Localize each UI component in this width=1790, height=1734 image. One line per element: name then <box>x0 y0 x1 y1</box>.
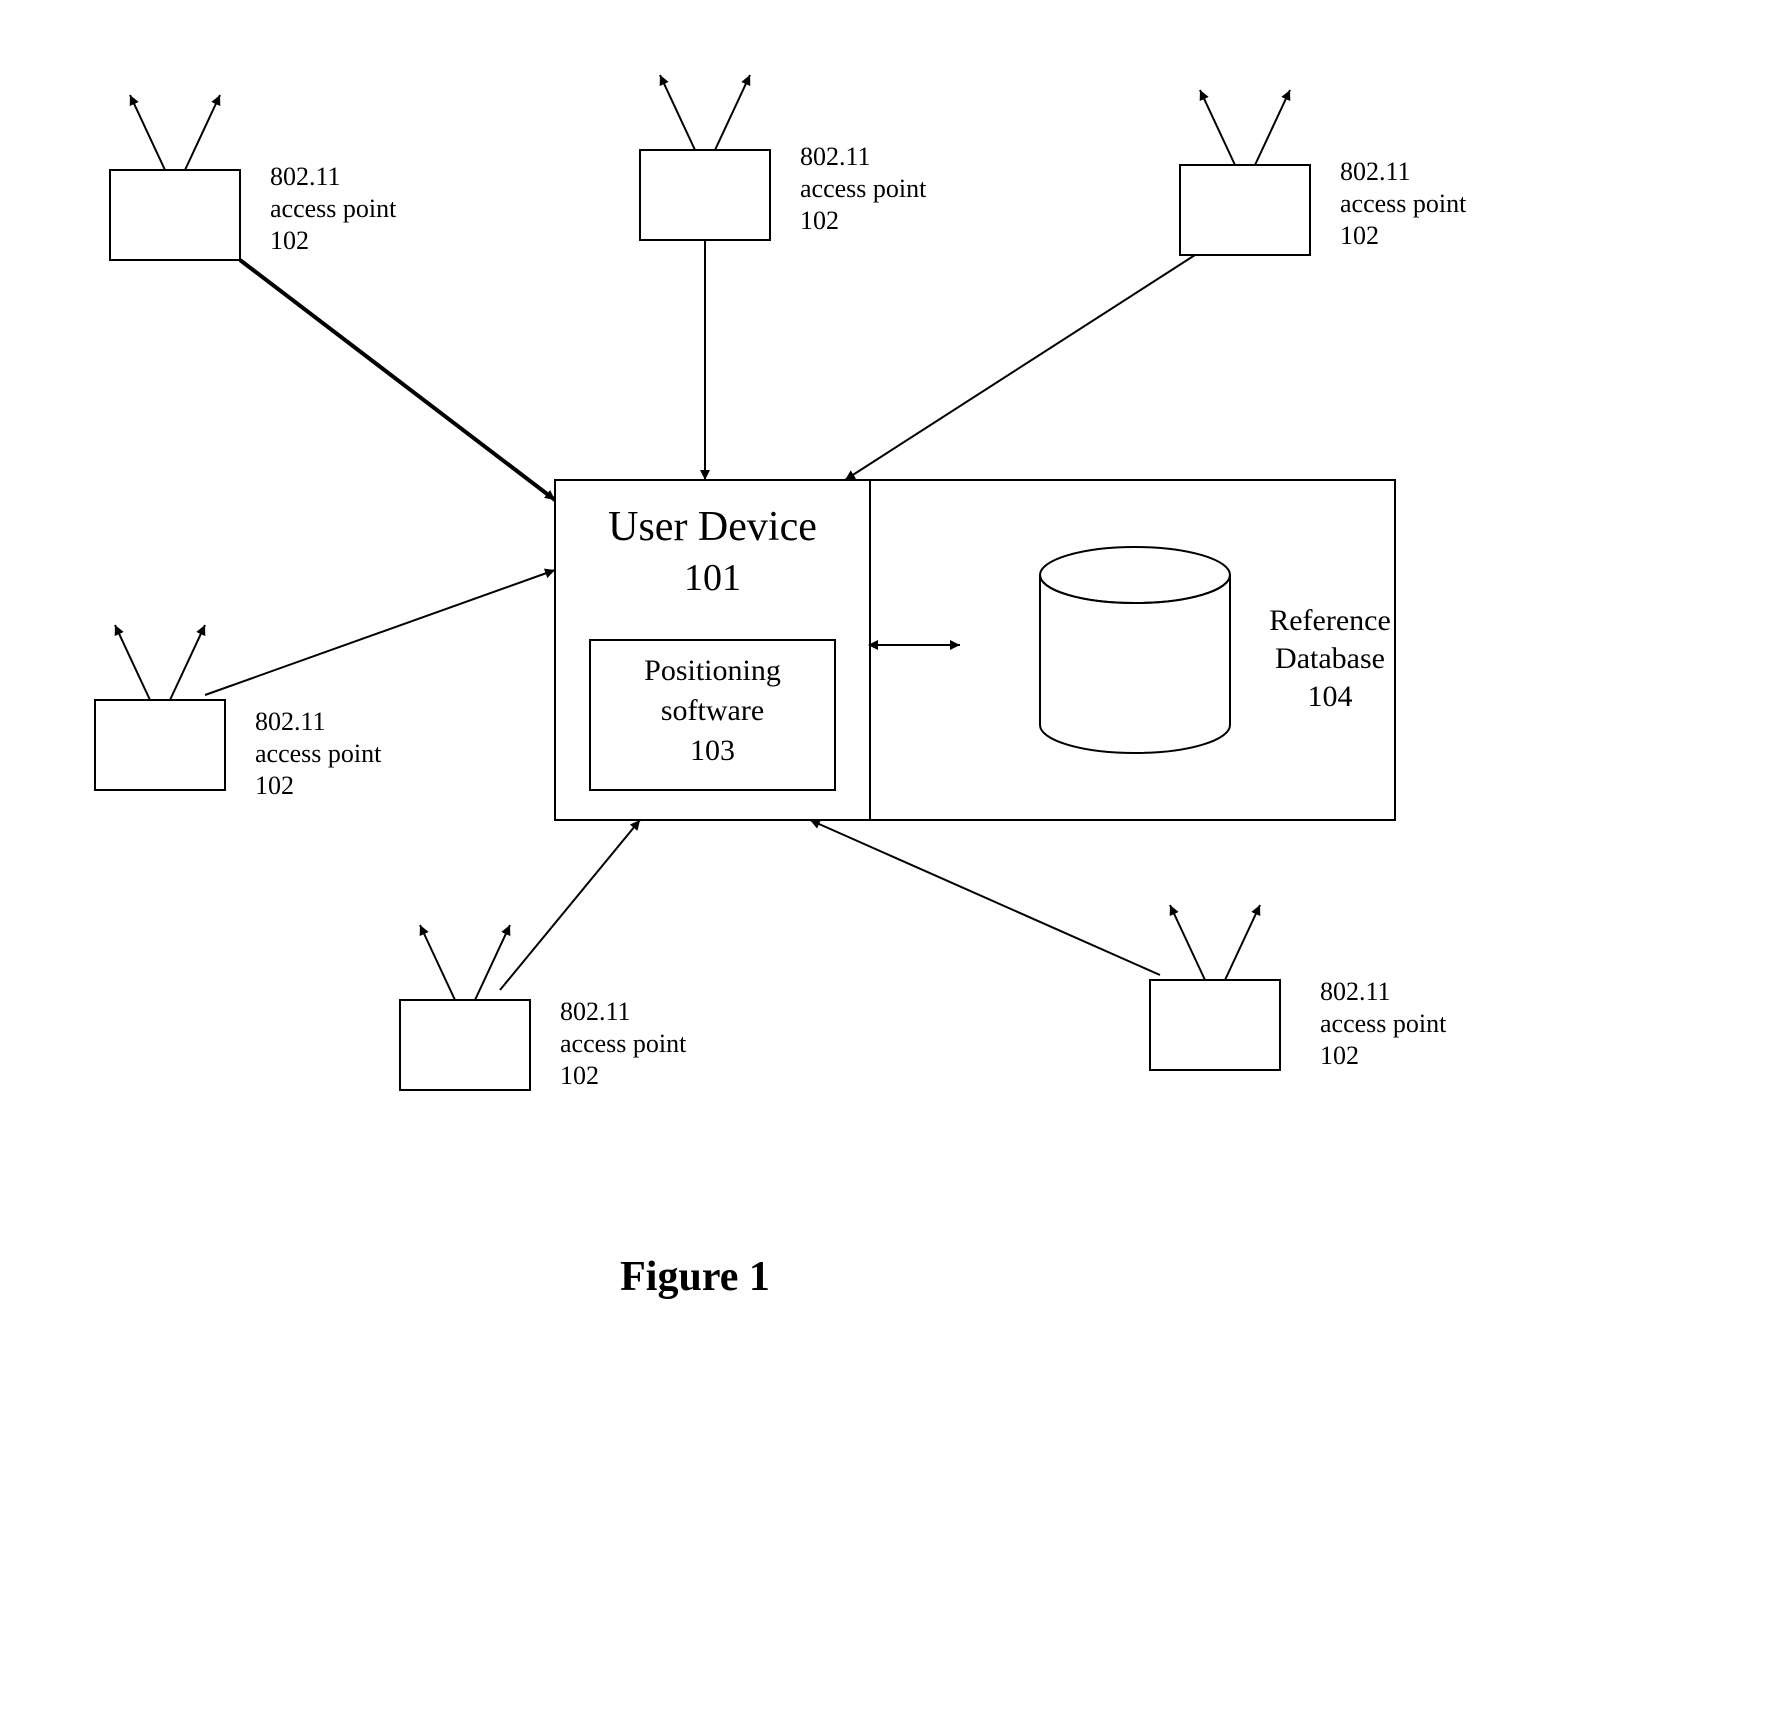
user-device-title: User Device <box>608 504 817 550</box>
ap-label-line3: 102 <box>1340 221 1379 250</box>
antenna-left-icon <box>420 925 455 1000</box>
ap-to-device-arrow <box>500 820 640 990</box>
ap-label-line1: 802.11 <box>255 707 326 736</box>
database-label-1: Reference <box>1269 604 1391 637</box>
ap-top-center <box>640 75 770 480</box>
ap-label-line1: 802.11 <box>800 142 871 171</box>
access-point-box <box>110 170 240 260</box>
access-point-box <box>1150 980 1280 1070</box>
ap-label-line2: access point <box>255 739 382 768</box>
ap-label-line1: 802.11 <box>270 162 341 191</box>
database-label-2: Database <box>1275 642 1385 675</box>
ap-to-device-arrow <box>205 570 555 695</box>
ap-label-line2: access point <box>1320 1009 1447 1038</box>
access-point-box <box>640 150 770 240</box>
ap-label-line1: 802.11 <box>1320 977 1391 1006</box>
ap-label-line1: 802.11 <box>560 997 631 1026</box>
antenna-right-icon <box>170 625 205 700</box>
ap-label-line1: 802.11 <box>1340 157 1411 186</box>
positioning-label-3: 103 <box>690 734 735 767</box>
ap-label-line3: 102 <box>255 771 294 800</box>
ap-label-line3: 102 <box>560 1061 599 1090</box>
antenna-left-icon <box>1200 90 1235 165</box>
ap-top-left <box>110 95 555 500</box>
antenna-left-icon <box>130 95 165 170</box>
database-label-3: 104 <box>1308 680 1353 713</box>
antenna-right-icon <box>1225 905 1260 980</box>
ap-label-line2: access point <box>560 1029 687 1058</box>
access-point-box <box>400 1000 530 1090</box>
ap-label-line3: 102 <box>800 206 839 235</box>
ap-label-line2: access point <box>1340 189 1467 218</box>
positioning-label-2: software <box>661 694 764 727</box>
ap-to-device-arrow <box>845 255 1195 480</box>
user-device-number: 101 <box>684 557 741 599</box>
antenna-right-icon <box>185 95 220 170</box>
access-point-box <box>1180 165 1310 255</box>
antenna-right-icon <box>715 75 750 150</box>
positioning-label-1: Positioning <box>644 654 781 687</box>
ap-label-line3: 102 <box>1320 1041 1359 1070</box>
antenna-right-icon <box>1255 90 1290 165</box>
ap-top-right <box>845 90 1310 480</box>
antenna-left-icon <box>1170 905 1205 980</box>
ap-to-device-arrow <box>240 260 555 500</box>
antenna-right-icon <box>475 925 510 1000</box>
ap-label-line2: access point <box>270 194 397 223</box>
antenna-left-icon <box>115 625 150 700</box>
ap-label-line3: 102 <box>270 226 309 255</box>
ap-to-device-arrow <box>810 820 1160 975</box>
antenna-left-icon <box>660 75 695 150</box>
access-point-box <box>95 700 225 790</box>
ap-bottom-right <box>810 820 1280 1070</box>
ap-label-line2: access point <box>800 174 927 203</box>
figure-caption: Figure 1 <box>620 1254 770 1300</box>
